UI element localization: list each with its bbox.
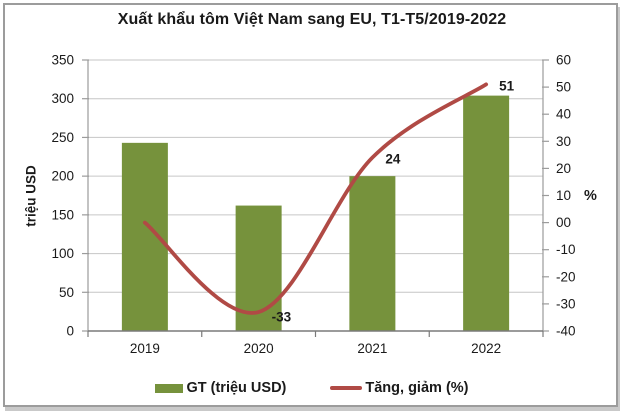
legend-item-bar-series: GT (triệu USD)	[155, 380, 286, 396]
left-axis-tick-label: 50	[59, 285, 74, 300]
left-axis-tick-label: 0	[66, 324, 74, 339]
right-axis-title: %	[584, 188, 597, 204]
data-label-2021: 24	[385, 152, 401, 167]
left-axis-tick-label: 250	[51, 130, 74, 145]
right-axis-tick-label: 60	[556, 53, 571, 68]
x-axis-label-2020: 2020	[244, 341, 274, 356]
right-axis-tick-label: 40	[556, 107, 571, 122]
left-axis-tick-label: 150	[51, 207, 74, 222]
right-axis-tick-label: 20	[556, 161, 571, 176]
x-axis-label-2022: 2022	[471, 341, 501, 356]
right-axis-tick-label: -10	[556, 242, 576, 257]
legend-label-line-series: Tăng, giảm (%)	[365, 380, 469, 396]
right-axis-tick-label: 30	[556, 134, 571, 149]
legend: GT (triệu USD) Tăng, giảm (%)	[0, 378, 624, 398]
right-axis-tick-label: -20	[556, 269, 576, 284]
right-axis-tick-label: -30	[556, 296, 576, 311]
legend-label-bar-series: GT (triệu USD)	[186, 380, 287, 396]
chart-frame	[3, 3, 618, 407]
right-axis-tick-label: -40	[556, 324, 576, 339]
x-axis-label-2021: 2021	[357, 341, 387, 356]
left-axis-tick-label: 100	[51, 246, 74, 261]
bar-2022	[463, 95, 510, 331]
bar-2021	[349, 176, 396, 331]
right-axis-tick-label: 10	[556, 188, 571, 203]
data-label-2020: -33	[272, 310, 292, 325]
x-axis-label-2019: 2019	[130, 341, 160, 356]
right-axis-tick-label: 00	[556, 215, 571, 230]
left-axis-tick-label: 300	[51, 91, 74, 106]
data-label-2022: 51	[499, 78, 515, 93]
line-series-swatch	[330, 386, 363, 390]
left-axis-tick-label: 350	[51, 53, 74, 68]
left-axis-tick-label: 200	[51, 169, 74, 184]
right-axis-tick-label: 50	[556, 80, 571, 95]
trend-line	[142, 82, 489, 315]
legend-item-line-series: Tăng, giảm (%)	[330, 380, 469, 396]
bar-series-swatch	[155, 383, 184, 393]
chart-title: Xuất khẩu tôm Việt Nam sang EU, T1-T5/20…	[117, 11, 507, 28]
